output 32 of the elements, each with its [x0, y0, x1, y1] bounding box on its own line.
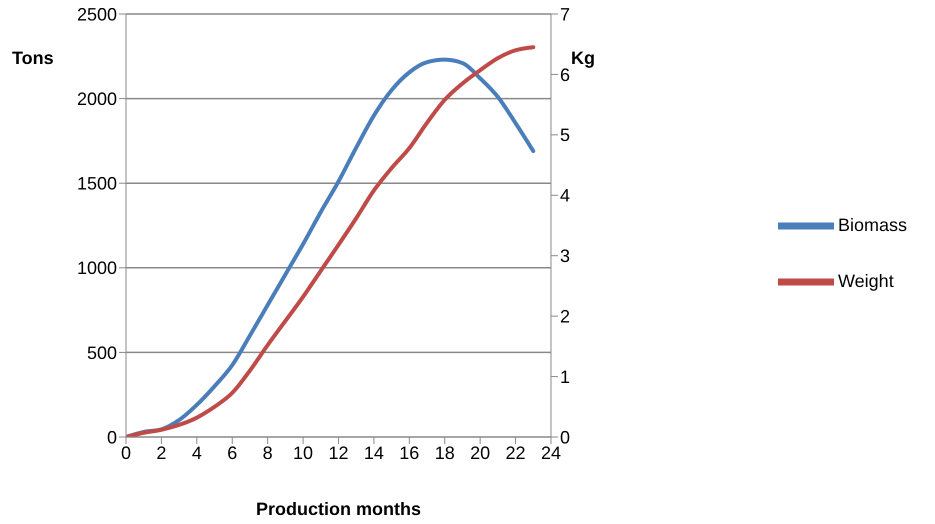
y2-tick-label: 3 — [560, 246, 570, 266]
y-tick-label: 0 — [106, 427, 117, 448]
x-axis-title: Production months — [256, 499, 421, 519]
y2-tick-label: 4 — [560, 186, 570, 206]
legend-label: Weight — [838, 270, 894, 291]
x-tick-label: 2 — [156, 442, 166, 463]
y-tick-label: 1000 — [76, 258, 117, 278]
x-tick-label: 20 — [470, 442, 490, 463]
x-tick-label: 6 — [227, 442, 238, 463]
y2-axis-title: Kg — [570, 48, 595, 68]
y-tick-label: 2500 — [76, 4, 117, 24]
legend-label: Biomass — [838, 214, 908, 235]
x-tick-label: 24 — [540, 442, 561, 463]
x-tick-label: 0 — [120, 442, 132, 463]
y2-tick-label: 7 — [560, 4, 570, 24]
x-tick-label: 12 — [328, 442, 348, 463]
x-tick-label: 18 — [434, 442, 455, 463]
x-tick-label: 22 — [506, 442, 526, 463]
y-tick-label: 1500 — [76, 174, 117, 194]
y2-tick-label: 1 — [560, 366, 570, 387]
y2-tick-label: 5 — [560, 125, 570, 146]
y2-tick-label: 6 — [560, 64, 570, 85]
y-axis-title: Tons — [12, 48, 54, 68]
y-tick-label: 500 — [86, 342, 117, 363]
x-tick-label: 16 — [399, 442, 420, 463]
x-tick-label: 8 — [262, 442, 273, 463]
x-tick-label: 4 — [192, 442, 202, 463]
x-tick-label: 10 — [293, 442, 314, 463]
y2-tick-label: 0 — [560, 427, 570, 448]
x-tick-label: 14 — [364, 442, 384, 463]
y-tick-label: 2000 — [76, 88, 117, 109]
y2-tick-label: 2 — [560, 306, 570, 327]
